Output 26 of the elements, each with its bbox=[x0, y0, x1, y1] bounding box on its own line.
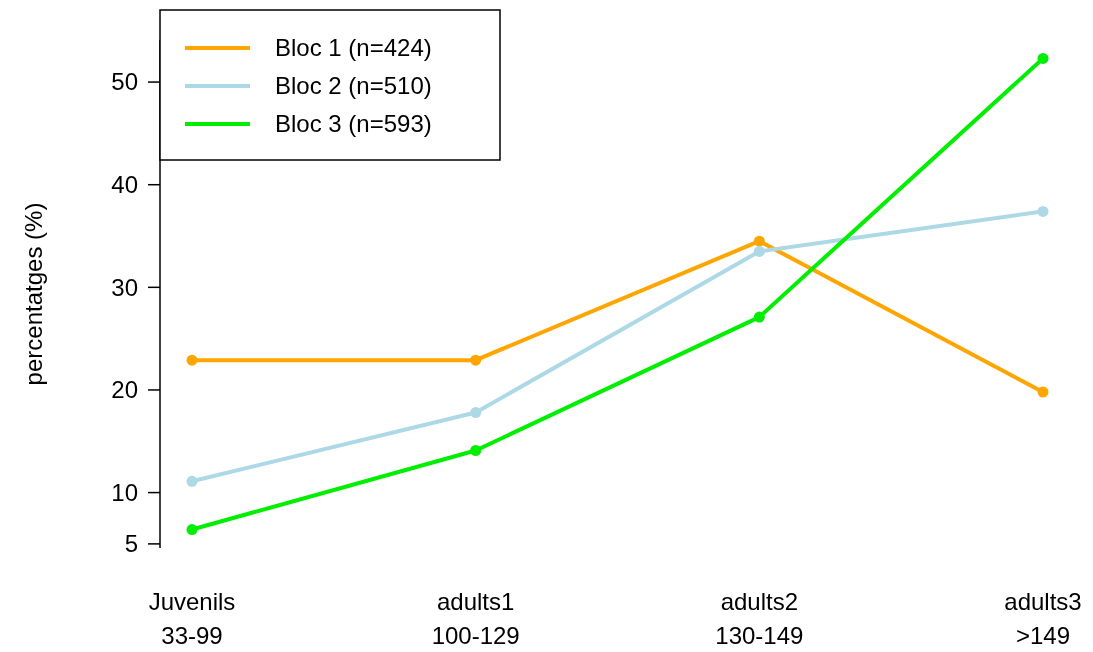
y-tick-label: 30 bbox=[111, 273, 138, 301]
y-axis-title: percentatges (%) bbox=[20, 202, 47, 386]
point bbox=[753, 311, 765, 323]
point bbox=[1037, 205, 1049, 217]
point bbox=[186, 524, 198, 536]
x-tick-label: Juvenils 33-99 bbox=[148, 588, 236, 649]
point bbox=[753, 235, 765, 247]
x-tick-label: adults1 100-129 bbox=[431, 588, 520, 649]
y-tick-label: 20 bbox=[111, 376, 138, 404]
point bbox=[753, 245, 765, 257]
y-tick-label: 40 bbox=[111, 171, 138, 199]
y-tick-label: 10 bbox=[111, 478, 138, 506]
point bbox=[470, 407, 482, 419]
y-tick-label: 5 bbox=[124, 530, 138, 558]
x-tick-label: adults2 130-149 bbox=[715, 588, 804, 649]
legend-label: Bloc 1 (n=424) bbox=[275, 34, 432, 62]
point bbox=[470, 445, 482, 457]
legend-label: Bloc 3 (n=593) bbox=[275, 110, 432, 138]
point bbox=[186, 475, 198, 487]
point bbox=[1037, 386, 1049, 398]
point bbox=[1037, 52, 1049, 64]
point bbox=[186, 354, 198, 366]
point bbox=[470, 354, 482, 366]
legend-label: Bloc 2 (n=510) bbox=[275, 72, 432, 100]
y-tick-label: 50 bbox=[111, 68, 138, 96]
x-tick-label: adults3 >149 bbox=[1004, 588, 1082, 649]
